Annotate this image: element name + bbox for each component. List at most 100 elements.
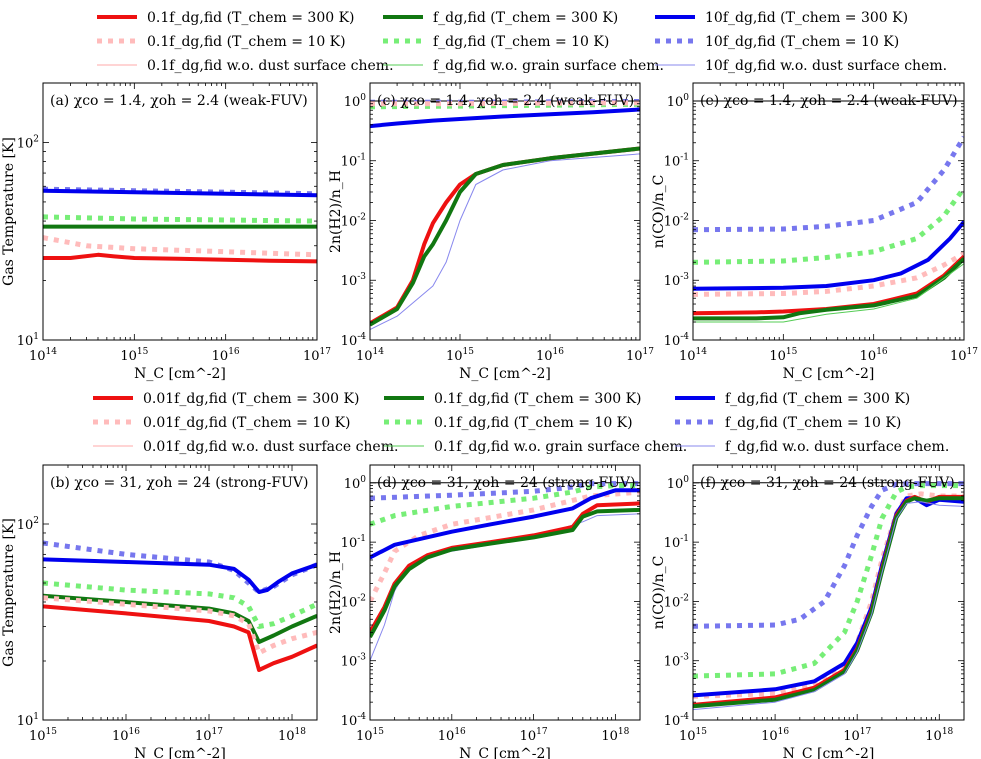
- panel-c: 1014 1015 1016 1017 10-4 10-3 10-2 10-1 100 N_C […: [328, 82, 654, 382]
- series-line-blue-thin: [370, 513, 640, 661]
- x-tick-label: 1018: [278, 727, 306, 744]
- y-axis-label: 2n(H2)/n_H: [328, 170, 344, 253]
- series-line-blue-solid: [370, 107, 640, 129]
- series-line-blue-thin: [693, 501, 964, 711]
- legend-label: f_dg,fid (T_chem = 300 K): [725, 391, 910, 407]
- panels: 1014 1015 1016 1017 101 102 N_C [cm^-2] Gas Tem…: [1, 82, 978, 759]
- y-tick-label: 10-2: [341, 212, 366, 229]
- legend-label: 0.01f_dg,fid (T_chem = 10 K): [143, 415, 351, 431]
- series-line-green-thin: [693, 263, 964, 323]
- x-tick-label: 1016: [112, 727, 140, 744]
- series-line-red-solid: [43, 604, 317, 672]
- x-tick-label: 1016: [761, 727, 789, 744]
- series-line-green-dotted: [693, 483, 964, 679]
- y-tick-label: 10-1: [664, 153, 689, 170]
- x-tick-label: 1017: [520, 727, 548, 744]
- legend-label: 0.1f_dg,fid w.o. grain surface chem.: [434, 439, 687, 455]
- y-axis-label: Gas Temperature [K]: [1, 137, 17, 286]
- series-line-blue-dotted: [693, 481, 964, 629]
- y-tick-label: 10-2: [664, 593, 689, 610]
- x-axis-label: N_C [cm^-2]: [783, 366, 875, 382]
- legend-bottom: 0.01f_dg,fid (T_chem = 300 K) 0.01f_dg,fi…: [93, 391, 949, 455]
- panel-title: (f) χco = 31, χoh = 24 (strong-FUV): [700, 475, 955, 491]
- legend-label: 0.1f_dg,fid (T_chem = 300 K): [147, 10, 355, 26]
- series-line-red-dotted: [43, 235, 317, 258]
- y-tick-label: 102: [17, 516, 39, 533]
- series-line-green-solid: [370, 146, 640, 327]
- y-tick-label: 100: [667, 475, 690, 492]
- y-tick-label: 10-1: [664, 534, 689, 551]
- legend-top: 0.1f_dg,fid (T_chem = 300 K) 0.1f_dg,fid …: [97, 10, 947, 74]
- ticks: [692, 82, 965, 341]
- panel-a: 1014 1015 1016 1017 101 102 N_C [cm^-2] Gas Tem…: [1, 82, 331, 382]
- legend-label: f_dg,fid w.o. grain surface chem.: [433, 58, 664, 74]
- x-tick-label: 1017: [303, 347, 331, 364]
- y-tick-label: 101: [17, 332, 39, 349]
- x-tick-label: 1015: [356, 727, 384, 744]
- x-axis-label: N_C [cm^-2]: [134, 746, 226, 759]
- series-line-blue-solid: [693, 220, 964, 291]
- series-line-blue-solid: [43, 557, 317, 594]
- legend-label: 10f_dg,fid (T_chem = 300 K): [705, 10, 908, 26]
- x-tick-label: 1015: [120, 347, 148, 364]
- series-group: [370, 99, 640, 330]
- y-tick-label: 100: [344, 93, 367, 110]
- panel-title: (e) χco = 1.4, χoh = 2.4 (weak-FUV): [700, 93, 958, 109]
- series-line-blue-solid: [370, 488, 640, 560]
- x-tick-label: 1015: [679, 727, 707, 744]
- axes-frame: [692, 82, 965, 341]
- axes-frame: [42, 82, 318, 341]
- x-tick-label: 1017: [195, 727, 223, 744]
- y-tick-label: 101: [17, 712, 39, 729]
- series-line-blue-thin: [370, 153, 640, 330]
- series-group: [370, 481, 640, 661]
- legend-label: 10f_dg,fid (T_chem = 10 K): [705, 34, 899, 50]
- legend-label: f_dg,fid (T_chem = 10 K): [725, 415, 901, 431]
- series-group: [43, 540, 317, 672]
- x-axis-label: N_C [cm^-2]: [459, 366, 551, 382]
- series-line-green-dotted: [693, 186, 964, 265]
- x-tick-label: 1016: [212, 347, 240, 364]
- legend-label: f_dg,fid (T_chem = 300 K): [433, 10, 618, 26]
- x-tick-label: 1014: [356, 347, 384, 364]
- legend-label: f_dg,fid w.o. dust surface chem.: [725, 439, 949, 455]
- legend-label: 10f_dg,fid w.o. dust surface chem.: [705, 58, 947, 74]
- series-line-green-dotted: [43, 214, 317, 224]
- panel-b: 1015 1016 1017 1018 101 102 N_C [cm^-2] Gas Tem…: [1, 464, 318, 759]
- x-axis-label: N_C [cm^-2]: [134, 366, 226, 382]
- y-tick-label: 10-2: [341, 593, 366, 610]
- panel-title: (d) χco = 31, χoh = 24 (strong-FUV): [377, 475, 635, 491]
- axes-frame: [42, 464, 318, 721]
- x-tick-label: 1018: [925, 727, 953, 744]
- legend-label: 0.01f_dg,fid (T_chem = 300 K): [143, 391, 359, 407]
- series-line-green-dotted: [370, 483, 640, 527]
- y-tick-label: 100: [667, 93, 690, 110]
- ticks: [692, 464, 965, 721]
- ticks: [42, 464, 318, 721]
- series-group: [43, 186, 317, 264]
- panel-title: (c) χco = 1.4, χoh = 2.4 (weak-FUV): [377, 93, 634, 109]
- ticks: [42, 82, 318, 341]
- y-tick-label: 10-2: [664, 212, 689, 229]
- axes-frame: [369, 464, 641, 721]
- y-tick-label: 10-3: [341, 272, 367, 289]
- x-tick-label: 1016: [536, 347, 564, 364]
- series-line-red-solid: [370, 146, 640, 326]
- x-tick-label: 1017: [843, 727, 871, 744]
- legend-label: 0.1f_dg,fid (T_chem = 10 K): [147, 34, 346, 50]
- x-tick-label: 1015: [29, 727, 57, 744]
- x-tick-label: 1014: [679, 347, 707, 364]
- series-line-green-solid: [693, 257, 964, 321]
- ticks: [369, 82, 641, 341]
- y-axis-label: n(CO)/n_C: [651, 175, 667, 249]
- series-line-green-solid: [370, 507, 640, 639]
- x-axis-label: N_C [cm^-2]: [459, 746, 551, 759]
- x-tick-label: 1017: [626, 347, 654, 364]
- panel-title: (b) χco = 31, χoh = 24 (strong-FUV): [50, 475, 308, 491]
- panel-d: 1015 1016 1017 1018 10-4 10-3 10-2 10-1 100 N_C […: [328, 464, 641, 759]
- series-line-blue-dotted: [370, 481, 640, 501]
- x-tick-label: 1015: [446, 347, 474, 364]
- x-tick-label: 1016: [438, 727, 466, 744]
- x-tick-label: 1016: [860, 347, 888, 364]
